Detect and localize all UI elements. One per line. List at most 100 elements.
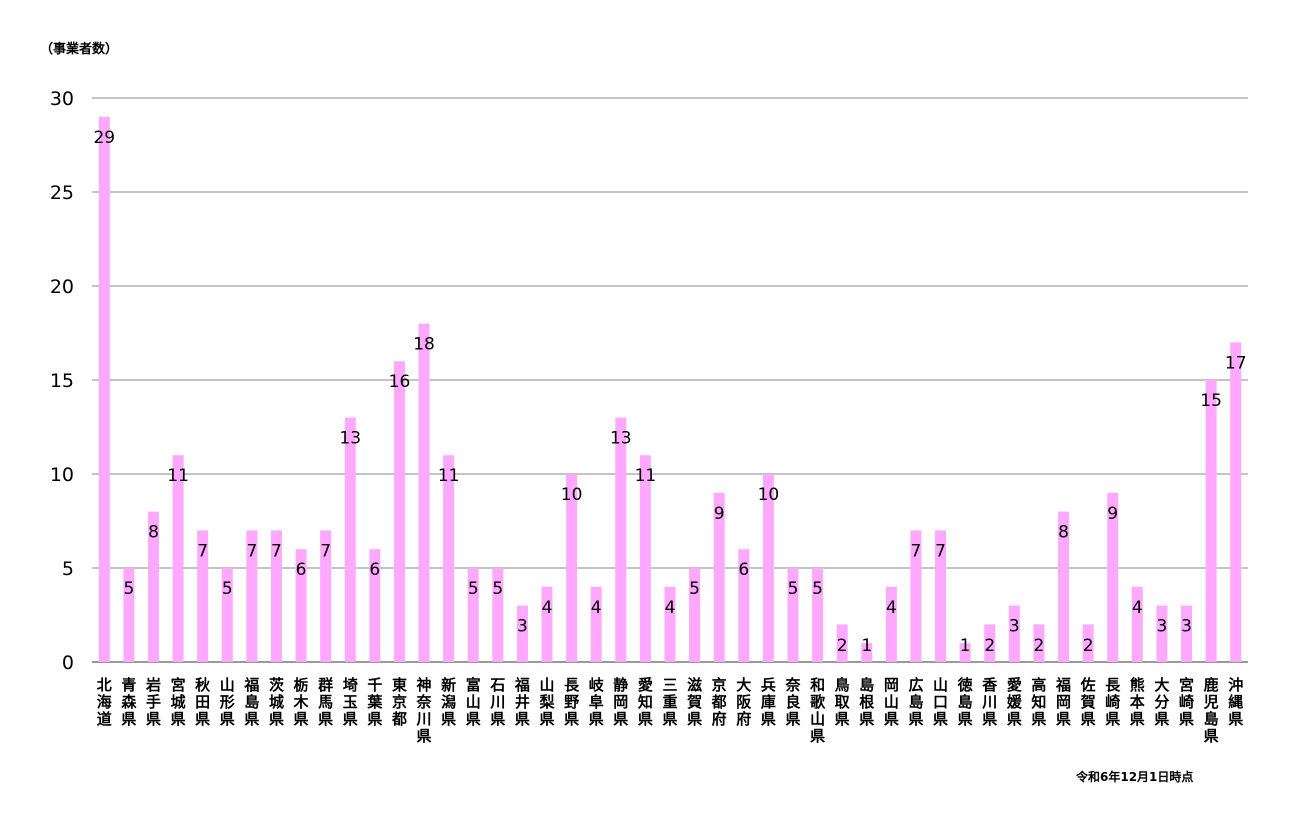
category-label: 佐賀県 [1080, 676, 1096, 728]
y-tick-label: 15 [50, 370, 74, 392]
category-label: 東京都 [391, 676, 407, 728]
category-label: 福岡県 [1055, 676, 1071, 728]
data-label: 2 [1083, 636, 1094, 656]
data-label: 7 [320, 541, 331, 561]
y-tick-label: 5 [62, 558, 74, 580]
data-label: 10 [561, 485, 583, 505]
bar [787, 568, 799, 662]
bar [467, 568, 479, 662]
data-label: 16 [389, 372, 411, 392]
category-label: 北海道 [97, 676, 112, 728]
bar [1230, 342, 1242, 662]
data-label: 3 [1009, 617, 1020, 637]
category-label: 鹿児島県 [1203, 676, 1219, 745]
y-tick-label: 30 [50, 88, 74, 110]
data-label: 1 [861, 636, 872, 656]
bar [172, 455, 184, 662]
category-label: 埼玉県 [343, 676, 358, 728]
y-axis-ticks: 0 5 10 15 20 25 30 [50, 88, 74, 674]
data-label: 18 [413, 335, 435, 355]
data-label: 1 [960, 636, 971, 656]
data-label: 5 [788, 579, 799, 599]
bar [762, 474, 774, 662]
bar [393, 361, 405, 662]
data-label: 13 [339, 429, 361, 449]
data-label: 7 [911, 541, 922, 561]
category-label: 三重県 [662, 676, 677, 728]
category-label: 和歌山県 [810, 676, 826, 745]
data-label: 3 [1157, 617, 1168, 637]
category-label: 新潟県 [441, 676, 456, 728]
data-label: 4 [886, 598, 897, 618]
data-label: 7 [271, 541, 282, 561]
data-label: 11 [438, 466, 460, 486]
category-label: 福島県 [243, 676, 259, 728]
category-label: 山梨県 [539, 676, 555, 728]
data-label: 3 [517, 617, 528, 637]
bar [443, 455, 455, 662]
category-label: 千葉県 [366, 676, 383, 728]
data-label: 5 [222, 579, 233, 599]
bar [369, 549, 381, 662]
bar [221, 568, 233, 662]
category-label: 京都府 [711, 676, 727, 728]
bar [1058, 511, 1070, 662]
data-label: 3 [1181, 617, 1192, 637]
y-tick-label: 0 [62, 652, 74, 674]
bar [1107, 492, 1119, 662]
data-label: 4 [1132, 598, 1143, 618]
category-label: 宮城県 [171, 676, 186, 728]
data-label: 7 [197, 541, 208, 561]
bar [147, 511, 159, 662]
bar [516, 605, 528, 662]
bar [984, 624, 996, 662]
bar [1205, 380, 1217, 662]
data-label: 11 [635, 466, 657, 486]
data-label: 5 [812, 579, 823, 599]
category-label: 愛知県 [638, 676, 653, 728]
category-label: 山口県 [933, 676, 948, 728]
data-label: 7 [935, 541, 946, 561]
category-label: 愛媛県 [1006, 676, 1023, 728]
category-label: 兵庫県 [761, 676, 776, 728]
bar [418, 323, 430, 662]
bar [910, 530, 922, 662]
data-label: 4 [591, 598, 602, 618]
bar [1181, 605, 1193, 662]
bar [615, 417, 627, 662]
category-label: 岐阜県 [589, 676, 605, 728]
bar [566, 474, 578, 662]
category-label: 鳥取県 [835, 676, 851, 728]
category-label: 徳島県 [957, 676, 973, 728]
bar [1082, 624, 1094, 662]
bar [836, 624, 848, 662]
category-label: 沖縄県 [1228, 676, 1243, 728]
bar [1008, 605, 1020, 662]
bar [320, 530, 332, 662]
category-label: 宮崎県 [1179, 676, 1194, 728]
bar [1156, 605, 1168, 662]
category-label: 大阪府 [736, 676, 752, 728]
date-note: 令和6年12月1日時点 [1076, 770, 1194, 784]
category-label: 秋田県 [195, 676, 211, 728]
data-label: 6 [369, 560, 380, 580]
category-label: 岡山県 [884, 676, 899, 728]
data-label: 7 [246, 541, 257, 561]
bar [959, 643, 971, 662]
bar [935, 530, 947, 662]
category-label: 岩手県 [145, 676, 161, 728]
bar [590, 586, 602, 662]
data-label: 11 [167, 466, 189, 486]
bar [295, 549, 307, 662]
category-label: 山形県 [220, 676, 235, 728]
bar [1033, 624, 1045, 662]
y-axis-unit-label: （事業者数） [40, 42, 119, 57]
y-tick-label: 20 [50, 276, 74, 298]
bar [639, 455, 651, 662]
bar [246, 530, 258, 662]
data-label: 29 [93, 128, 115, 148]
bar [885, 586, 897, 662]
data-label: 8 [1058, 523, 1069, 543]
bar [689, 568, 701, 662]
